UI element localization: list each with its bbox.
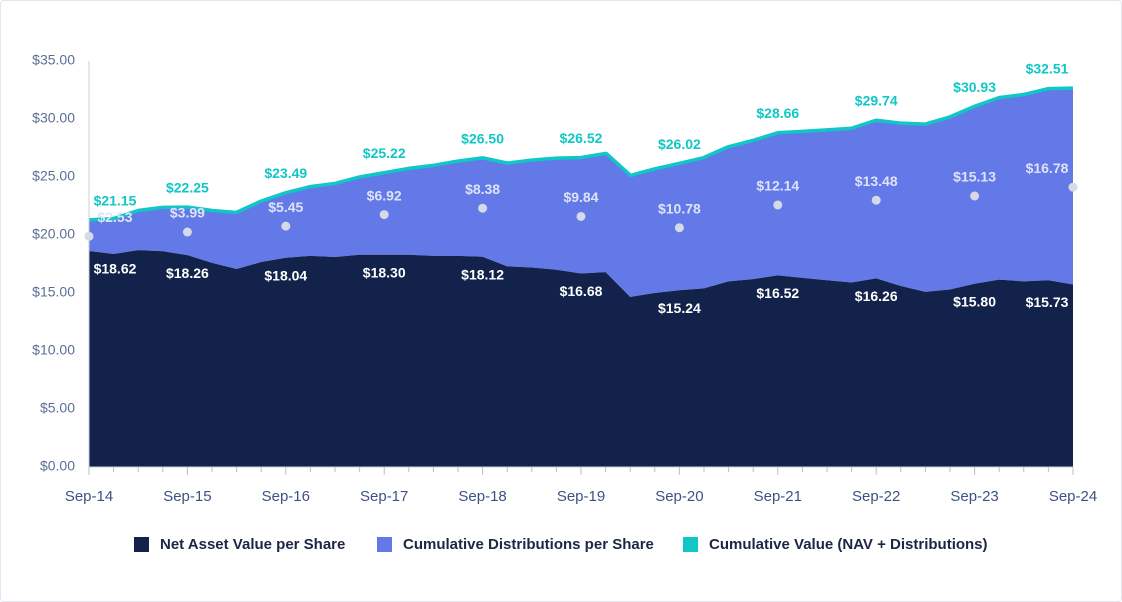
distribution-label: $15.13 [953,169,996,185]
x-tick-label: Sep-22 [852,488,900,505]
x-tick-label: Sep-14 [65,488,113,505]
total-label: $29.74 [855,93,898,109]
y-tick-label: $0.00 [40,458,75,474]
total-label: $26.50 [461,130,504,146]
legend-label: Cumulative Distributions per Share [403,536,654,553]
distribution-dot [84,231,94,241]
distribution-label: $9.84 [563,189,598,205]
distribution-dot [281,221,291,231]
nav-label: $16.68 [560,283,603,299]
distribution-dot [674,223,684,233]
distribution-dot [871,195,881,205]
distribution-label: $3.99 [170,205,205,221]
distribution-label: $13.48 [855,173,898,189]
nav-label: $15.73 [1026,294,1069,310]
x-tick-label: Sep-15 [163,488,211,505]
distribution-label: $10.78 [658,200,701,216]
distribution-dot [182,227,192,237]
distribution-label: $5.45 [268,199,303,215]
y-tick-label: $25.00 [32,168,75,184]
total-label: $26.52 [560,130,603,146]
nav-label: $16.52 [756,285,799,301]
nav-label: $18.30 [363,264,406,280]
area [89,250,1073,467]
distribution-label: $8.38 [465,181,500,197]
x-tick-label: Sep-24 [1049,488,1097,505]
x-tick-label: Sep-17 [360,488,408,505]
x-tick-label: Sep-21 [754,488,802,505]
nav-label: $18.62 [94,261,137,277]
distribution-label: $16.78 [1026,160,1069,176]
x-tick-label: Sep-20 [655,488,703,505]
nav-label: $15.80 [953,293,996,309]
legend-swatch [377,537,392,552]
legend-swatch [683,537,698,552]
x-tick-label: Sep-16 [262,488,310,505]
area [89,89,1073,297]
total-label: $30.93 [953,79,996,95]
total-label: $22.25 [166,180,209,196]
distribution-dot [379,210,389,220]
total-label: $26.02 [658,136,701,152]
x-tick-label: Sep-18 [458,488,506,505]
x-tick-label: Sep-23 [950,488,998,505]
nav-label: $16.26 [855,288,898,304]
y-tick-label: $30.00 [32,110,75,126]
y-tick-label: $5.00 [40,400,75,416]
distribution-dot [478,203,488,213]
nav-label: $18.12 [461,267,504,283]
y-tick-label: $15.00 [32,284,75,300]
x-tick-label: Sep-19 [557,488,605,505]
distribution-label: $2.53 [97,209,132,225]
legend-label: Net Asset Value per Share [160,536,345,553]
total-label: $25.22 [363,145,406,161]
legend-swatch [134,537,149,552]
distribution-dot [1068,182,1078,192]
y-tick-label: $10.00 [32,342,75,358]
nav-label: $18.04 [264,267,307,283]
distribution-label: $12.14 [756,178,799,194]
total-label: $21.15 [94,192,137,208]
legend-label: Cumulative Value (NAV + Distributions) [709,536,988,553]
total-label: $32.51 [1026,61,1069,77]
nav-label: $15.24 [658,300,701,316]
total-label: $28.66 [756,105,799,121]
distribution-dot [773,200,783,210]
total-label: $23.49 [264,165,307,181]
distribution-dot [576,211,586,221]
distribution-label: $6.92 [367,187,402,203]
y-tick-label: $35.00 [32,52,75,68]
distribution-dot [970,191,980,201]
nav-label: $18.26 [166,265,209,281]
y-tick-label: $20.00 [32,226,75,242]
